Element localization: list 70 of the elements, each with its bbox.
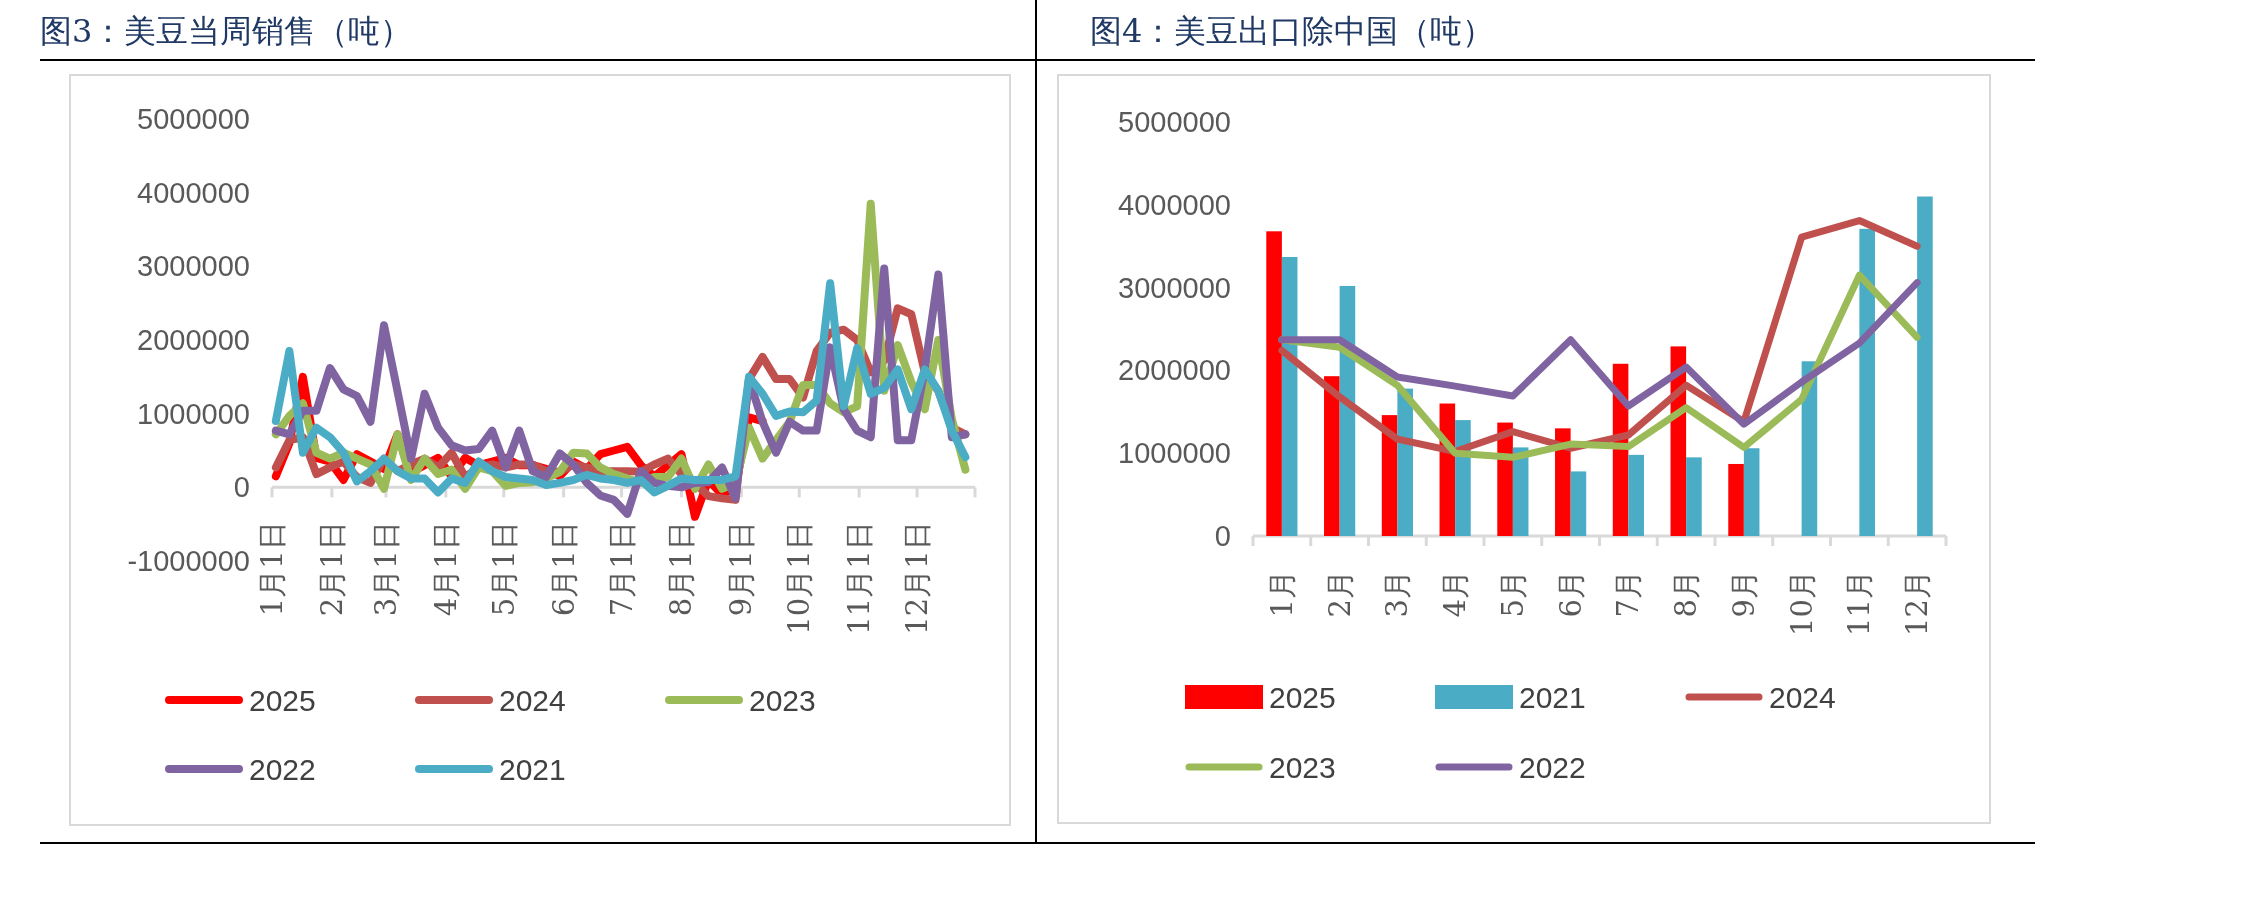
x-tick-label: 11月1日 [842, 521, 877, 635]
y-tick-label: 1000000 [1118, 437, 1231, 470]
chart-title: 图3：美豆当周销售（吨） [40, 12, 413, 50]
x-tick-label: 6月1日 [546, 521, 581, 617]
legend-item: 2021 [415, 753, 566, 786]
legend-label: 2025 [1269, 681, 1336, 714]
bar [1743, 448, 1760, 536]
bar [1266, 231, 1282, 536]
legend-label: 2024 [499, 684, 566, 717]
legend-item: 2022 [165, 753, 316, 786]
bar [1917, 196, 1933, 536]
x-tick-label: 6月 [1553, 570, 1588, 618]
legend-item: 2023 [665, 684, 816, 717]
x-tick-label: 3月 [1380, 570, 1415, 618]
y-tick-label: -1000000 [127, 545, 250, 577]
y-tick-label: 0 [233, 471, 250, 504]
x-tick-label: 12月1日 [900, 521, 935, 635]
legend-item: 2021 [1435, 681, 1586, 714]
y-tick-label: 0 [1214, 520, 1231, 552]
bar [1859, 228, 1875, 536]
x-tick-label: 10月1日 [782, 521, 817, 635]
y-tick-label: 4000000 [137, 176, 250, 209]
bar [1281, 256, 1298, 536]
legend-label: 2022 [249, 753, 316, 786]
x-tick-label: 12月 [1900, 570, 1935, 636]
legend-label: 2023 [1269, 751, 1336, 784]
x-tick-label: 3月1日 [368, 521, 403, 617]
legend-item: 2024 [1685, 681, 1836, 714]
x-tick-label: 1月1日 [255, 521, 289, 617]
x-tick-label: 2月 [1322, 570, 1357, 618]
x-tick-label: 2月1日 [314, 521, 349, 617]
x-tick-label: 5月 [1495, 570, 1530, 618]
x-tick-label: 8月 [1669, 570, 1704, 618]
x-tick-label: 4月 [1438, 570, 1473, 618]
legend-label: 2025 [249, 684, 316, 717]
bar [1628, 454, 1644, 536]
x-tick-label: 7月 [1611, 570, 1646, 618]
bar [1570, 471, 1587, 536]
x-tick-label: 9月1日 [724, 521, 759, 617]
legend-label: 2021 [1519, 681, 1586, 714]
x-tick-label: 5月1日 [486, 521, 521, 617]
y-tick-label: 3000000 [137, 250, 250, 283]
x-tick-label: 11月 [1842, 570, 1877, 636]
x-tick-label: 1月 [1264, 570, 1299, 618]
x-tick-label: 8月1日 [664, 521, 699, 617]
legend-label: 2021 [499, 753, 566, 786]
legend-label: 2024 [1769, 681, 1836, 714]
legend-label: 2022 [1519, 751, 1586, 784]
legend-item: 2022 [1435, 751, 1586, 784]
y-tick-label: 1000000 [137, 397, 250, 430]
y-tick-label: 5000000 [1118, 106, 1231, 138]
y-tick-label: 5000000 [137, 103, 250, 135]
legend-item: 2025 [1185, 681, 1336, 714]
y-tick-label: 2000000 [137, 324, 250, 356]
legend-label: 2023 [749, 684, 816, 717]
legend-item: 2025 [165, 684, 316, 717]
y-tick-label: 3000000 [1118, 271, 1231, 304]
chart-title: 图4：美豆出口除中国（吨） [1090, 12, 1495, 50]
x-tick-label: 7月1日 [604, 521, 639, 617]
bar [1686, 457, 1702, 536]
x-tick-label: 10月 [1784, 570, 1819, 636]
y-tick-label: 2000000 [1118, 354, 1231, 387]
bar [1728, 463, 1744, 536]
bar [1555, 428, 1571, 536]
x-tick-label: 4月1日 [428, 521, 463, 617]
x-tick-label: 9月 [1726, 570, 1761, 618]
bar [1324, 376, 1340, 536]
y-tick-label: 4000000 [1118, 188, 1231, 221]
legend-item: 2023 [1185, 751, 1336, 784]
legend-item: 2024 [415, 684, 566, 717]
